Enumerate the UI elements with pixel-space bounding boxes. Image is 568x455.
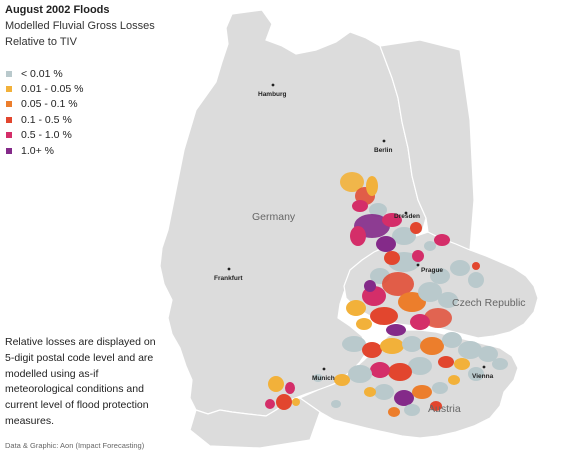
map-title: August 2002 Floods [5, 4, 110, 16]
legend-swatch [6, 86, 12, 93]
poland-edge-shape [379, 39, 475, 251]
austria-label: Austria [428, 403, 461, 415]
legend-label: 1.0+ % [21, 144, 54, 157]
methodology-note: Relative losses are displayed on 5-digit… [5, 336, 156, 427]
legend-swatch [6, 147, 12, 154]
legend-item: 0.01 - 0.05 % [5, 81, 83, 96]
city-markers [227, 83, 486, 371]
frankfurt-marker [227, 267, 231, 271]
hamburg-label: Hamburg [258, 91, 287, 98]
legend-label: 0.1 - 0.5 % [21, 113, 72, 126]
legend-item: 1.0+ % [5, 143, 83, 158]
dresden-label: Dresden [394, 213, 420, 220]
legend-swatch [6, 132, 12, 139]
germany-label: Germany [252, 211, 296, 223]
legend-swatch [6, 101, 12, 108]
berlin-label: Berlin [374, 147, 392, 154]
legend-swatch [6, 116, 12, 123]
map-subtitle-line-2: Relative to TIV [5, 36, 77, 48]
legend-label: 0.05 - 0.1 % [21, 98, 78, 111]
legend-item: 0.5 - 1.0 % [5, 128, 83, 143]
prague-marker [416, 263, 420, 267]
munich-marker [322, 367, 326, 371]
legend-swatch [6, 70, 12, 77]
vienna-marker [482, 365, 486, 369]
czech-label: Czech Republic [452, 297, 526, 309]
dresden-marker [404, 211, 408, 215]
berlin-marker [382, 139, 386, 143]
frankfurt-label: Frankfurt [214, 275, 243, 282]
map-subtitle-line-1: Modelled Fluvial Gross Losses [5, 20, 155, 32]
vienna-label: Vienna [472, 373, 494, 380]
legend-item: 0.1 - 0.5 % [5, 112, 83, 127]
legend-item: 0.05 - 0.1 % [5, 97, 83, 112]
prague-label: Prague [421, 267, 443, 274]
legend-label: 0.01 - 0.05 % [21, 83, 84, 96]
source-credit: Data & Graphic: Aon (Impact Forecasting) [5, 441, 145, 450]
legend: < 0.01 % 0.01 - 0.05 % 0.05 - 0.1 % 0.1 … [5, 66, 83, 158]
flood-loss-patches [265, 172, 508, 417]
munich-label: Munich [312, 375, 335, 382]
legend-item: < 0.01 % [5, 66, 83, 81]
legend-label: 0.5 - 1.0 % [21, 129, 72, 142]
legend-label: < 0.01 % [21, 67, 63, 80]
hamburg-marker [271, 83, 275, 87]
